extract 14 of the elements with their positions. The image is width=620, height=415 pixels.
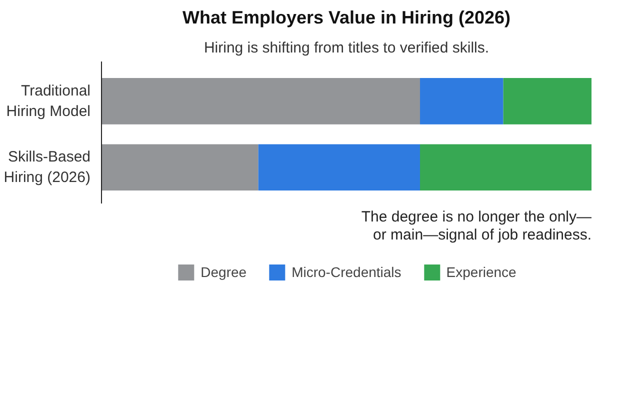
bar [503, 78, 592, 124]
bar [102, 144, 258, 191]
y-tick-label: Skills-Based Hiring (2026) [4, 148, 91, 186]
bar [258, 144, 420, 191]
bar [420, 144, 592, 191]
legend-label: Degree [200, 264, 247, 280]
bar [420, 78, 504, 124]
bar [102, 78, 420, 124]
y-tick-label: Traditional Hiring Model [6, 82, 91, 120]
text: The degree is no longer the only—or main—signal of job readiness. [361, 208, 592, 244]
legend-label: Micro-Credentials [292, 264, 402, 280]
chart-subtitle: Hiring is shifting from titles to verified skills. [204, 40, 490, 56]
chart-title: What Employers Value in Hiring (2026) [182, 8, 511, 28]
legend-label: Experience [446, 264, 516, 280]
